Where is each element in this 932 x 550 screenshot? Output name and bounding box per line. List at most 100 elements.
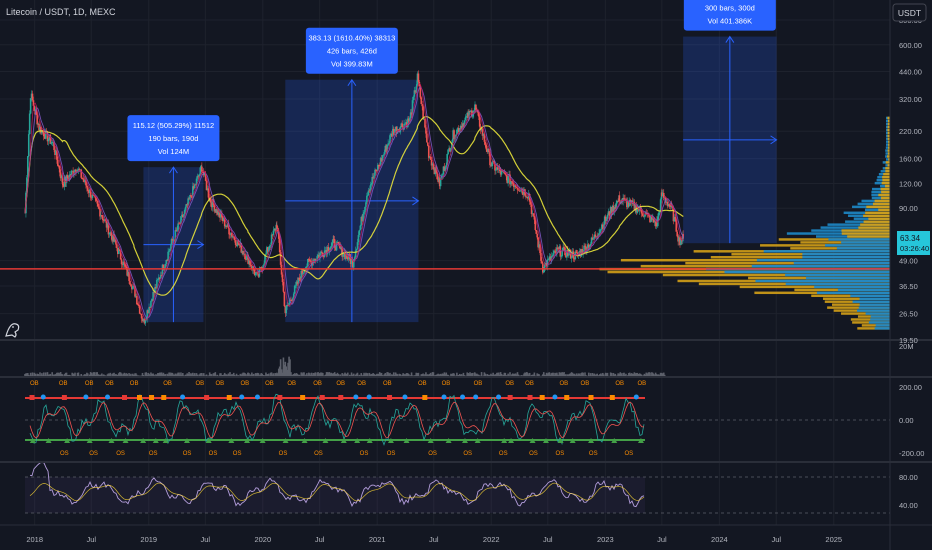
volume-profile-bar [870,318,890,321]
price-axis[interactable]: 800.00600.00440.00320.00220.00160.00120.… [899,16,922,345]
candle-body [295,281,298,286]
time-axis-label: 2024 [711,535,728,544]
candle-body [210,202,213,208]
volume-bar [346,373,348,377]
volume-bar [277,368,280,377]
candle-body [536,233,538,238]
candle-body [407,118,409,128]
candle-body [109,232,112,234]
volume-bar [648,372,650,377]
candle-body [425,127,427,134]
currency-button[interactable]: USDT [892,3,927,22]
volume-bar [565,374,567,377]
volume-bar [396,374,399,377]
os-marker [557,438,564,443]
volume-bar [341,373,343,377]
candle-body [374,169,376,176]
volume-bar [231,374,233,377]
volume-bar [57,372,60,377]
volume-axis-label: 20M [899,342,914,351]
volume-bar [552,372,554,377]
candle-body [70,170,73,176]
volume-bar [173,374,176,377]
volume-profile-bar [874,199,890,203]
time-axis[interactable]: 2018 Jul 2019 Jul 2020 Jul 2021 Jul 2022 Jul 2023 J… [26,535,842,544]
os-label: OS [149,451,158,457]
ob-marker [460,394,466,400]
volume-bar [403,373,405,377]
volume-bar [288,356,290,377]
candle-body [610,207,613,215]
volume-profile-bar [874,327,890,330]
candle-body [378,165,381,167]
volume-bar [65,372,68,377]
volume-bar [376,373,378,377]
candle-body [430,159,433,166]
moving-averages [24,83,684,321]
volume-bar [24,373,26,377]
volume-bar [527,373,529,377]
volume-bar [377,373,380,377]
candle-body [47,138,50,142]
candle-body [603,216,606,226]
candle-body [303,270,305,274]
candle-body [489,152,491,166]
candle-body [222,218,225,222]
ob-marker [564,395,570,400]
ob-marker [338,395,344,400]
volume-bar [584,372,586,377]
volume-bar [44,372,47,377]
candle-body [170,244,172,249]
candle-body [146,310,148,320]
volume-bar [205,374,208,377]
candle-body [349,258,352,264]
candle-body [485,144,488,150]
volume-bar [163,374,166,377]
rsi-axis-label: 80.00 [899,473,918,482]
volume-bar [573,373,576,377]
os-marker [322,438,329,443]
candle-body [490,165,493,167]
candle-body [99,209,101,217]
candle-body [450,148,452,152]
candle-body [232,236,235,238]
volume-bar [84,374,86,377]
volume-bar [536,373,538,377]
tradingview-logo-icon[interactable] [5,323,20,338]
os-marker [501,438,508,443]
volume-bar [428,373,431,377]
volume-bar [286,370,288,377]
ob-label: OB [525,381,534,387]
candle-body [567,251,570,256]
candle-body [225,226,228,227]
candle-body [551,256,553,257]
candle-body [375,169,377,171]
volume-profile-bar [755,279,890,283]
candle-body [276,224,278,228]
candle-body [40,126,42,134]
candle-body [388,143,390,145]
volume-bar [384,373,387,377]
ob-marker [277,395,283,400]
volume-bar [347,372,349,377]
volume-bar [178,372,180,377]
candle-body [652,217,655,223]
candle-body [541,260,543,264]
volume-bar [292,374,295,377]
volume-bar [572,373,575,377]
measure-tools[interactable]: 115.12 (505.29%) 11512 190 bars, 190d Vol … [127,0,778,323]
candle-body [539,244,541,254]
volume-bar [363,372,365,377]
price-axis-label: 90.00 [899,204,918,213]
symbol-title[interactable]: Litecoin / USDT, 1D, MEXC [6,7,116,17]
candle-body [272,230,275,235]
volume-profile-bar [887,164,890,167]
candle-body [553,250,555,254]
candle-body [484,141,487,145]
oscillator-pane: OB OB OB OB OB OB OB OB OB OB OB OB OB OB OB OB OB OB OB OB… [25,381,924,458]
ob-label: OB [383,381,392,387]
ob-label: OB [30,381,39,387]
